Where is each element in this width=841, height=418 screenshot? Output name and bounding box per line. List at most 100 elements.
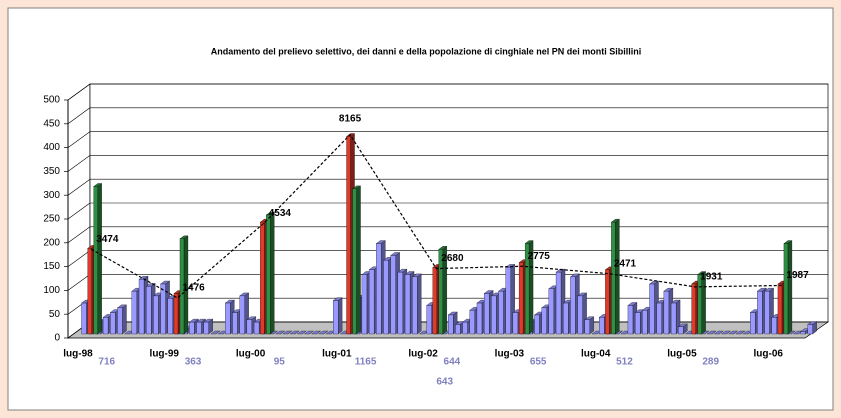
bar-front — [412, 276, 418, 335]
bar-front — [376, 243, 382, 335]
bar-front — [469, 310, 475, 335]
bar-front — [649, 283, 655, 335]
bar-front — [131, 291, 137, 335]
bar — [706, 330, 717, 335]
bar-side — [615, 218, 620, 335]
bar — [275, 330, 286, 335]
y-tick-label: 400 — [43, 142, 60, 153]
x-tick-label: lug-98 — [63, 349, 93, 360]
bar-front — [524, 243, 530, 335]
bar-front — [239, 295, 245, 335]
bar — [203, 318, 214, 335]
bar-front — [505, 267, 511, 335]
bar-front — [663, 291, 670, 335]
x-tick-label: lug-04 — [581, 349, 611, 360]
bar-front — [498, 291, 504, 335]
bar-front — [807, 324, 813, 335]
bar — [196, 318, 206, 335]
grid-line — [67, 226, 91, 244]
bar-front — [93, 186, 98, 335]
bar-front — [771, 317, 777, 335]
bar-front — [87, 248, 92, 335]
bar-front — [138, 279, 145, 335]
bar-top — [706, 330, 717, 335]
bar-front — [541, 307, 547, 335]
bar-front — [167, 298, 173, 335]
bar-front — [599, 317, 605, 335]
bar — [670, 299, 681, 335]
bar — [524, 240, 534, 335]
bar — [116, 304, 127, 335]
data-label: 1931 — [700, 272, 723, 283]
bar-front — [361, 274, 368, 335]
bar-front — [534, 314, 540, 335]
bar-front — [462, 321, 468, 335]
bar-front — [777, 283, 783, 335]
x-tick-label: lug-99 — [150, 349, 180, 360]
bar-front — [81, 302, 87, 335]
bar-front — [346, 136, 351, 335]
bar-front — [110, 312, 116, 335]
bar-front — [697, 274, 702, 335]
bar — [610, 218, 620, 335]
bar-side — [356, 185, 361, 335]
bar-front — [455, 324, 461, 335]
y-tick-label: 300 — [43, 190, 60, 201]
bar-front — [634, 312, 641, 335]
bar-front — [390, 255, 396, 335]
x-tick-label: lug-00 — [236, 349, 266, 360]
bar-side — [417, 273, 422, 335]
annotation: 512 — [616, 357, 633, 368]
bar-front — [117, 307, 123, 335]
bar-top — [275, 330, 286, 335]
bar — [318, 330, 329, 335]
bar — [735, 330, 746, 335]
grid-line — [67, 107, 91, 125]
annotation: 1165 — [355, 357, 377, 368]
grid-line — [67, 83, 91, 101]
x-tick-label: lug-05 — [667, 349, 697, 360]
data-label: 3474 — [96, 234, 119, 245]
bar-front — [332, 300, 339, 335]
bar-front — [757, 291, 763, 335]
bar-front — [476, 302, 483, 335]
y-tick-label: 50 — [49, 309, 61, 320]
annotation: 655 — [530, 357, 547, 368]
bar-front — [173, 293, 179, 335]
bar — [783, 240, 793, 335]
bar-top — [713, 330, 724, 335]
bar-top — [296, 330, 307, 335]
bar-top — [282, 330, 293, 335]
bar — [93, 183, 103, 335]
bar — [265, 211, 275, 335]
bar-front — [146, 286, 152, 335]
x-tick-label: lug-01 — [322, 349, 352, 360]
bar-front — [691, 283, 696, 335]
bar-front — [160, 283, 166, 335]
bar-front — [570, 276, 576, 335]
bar — [289, 330, 300, 335]
data-label: 1987 — [786, 270, 809, 281]
bar-front — [253, 321, 260, 335]
bar — [296, 330, 307, 335]
x-tick-label: lug-06 — [754, 349, 784, 360]
annotation: 716 — [98, 357, 115, 368]
bar-front — [246, 319, 253, 335]
line — [90, 133, 782, 299]
bar-front — [404, 274, 411, 335]
bar-front — [783, 243, 789, 335]
bar — [411, 273, 422, 335]
data-label: 4534 — [269, 208, 292, 219]
bar-front — [656, 302, 662, 335]
bar-front — [642, 310, 648, 335]
grid-line — [67, 131, 91, 148]
bar-top — [720, 330, 731, 335]
bar-front — [627, 305, 634, 335]
bar-front — [352, 188, 357, 335]
annotation: 363 — [185, 357, 202, 368]
data-label: 2471 — [614, 258, 637, 269]
bar — [332, 297, 343, 335]
annotation: 289 — [702, 357, 719, 368]
y-tick-label: 150 — [43, 261, 60, 272]
